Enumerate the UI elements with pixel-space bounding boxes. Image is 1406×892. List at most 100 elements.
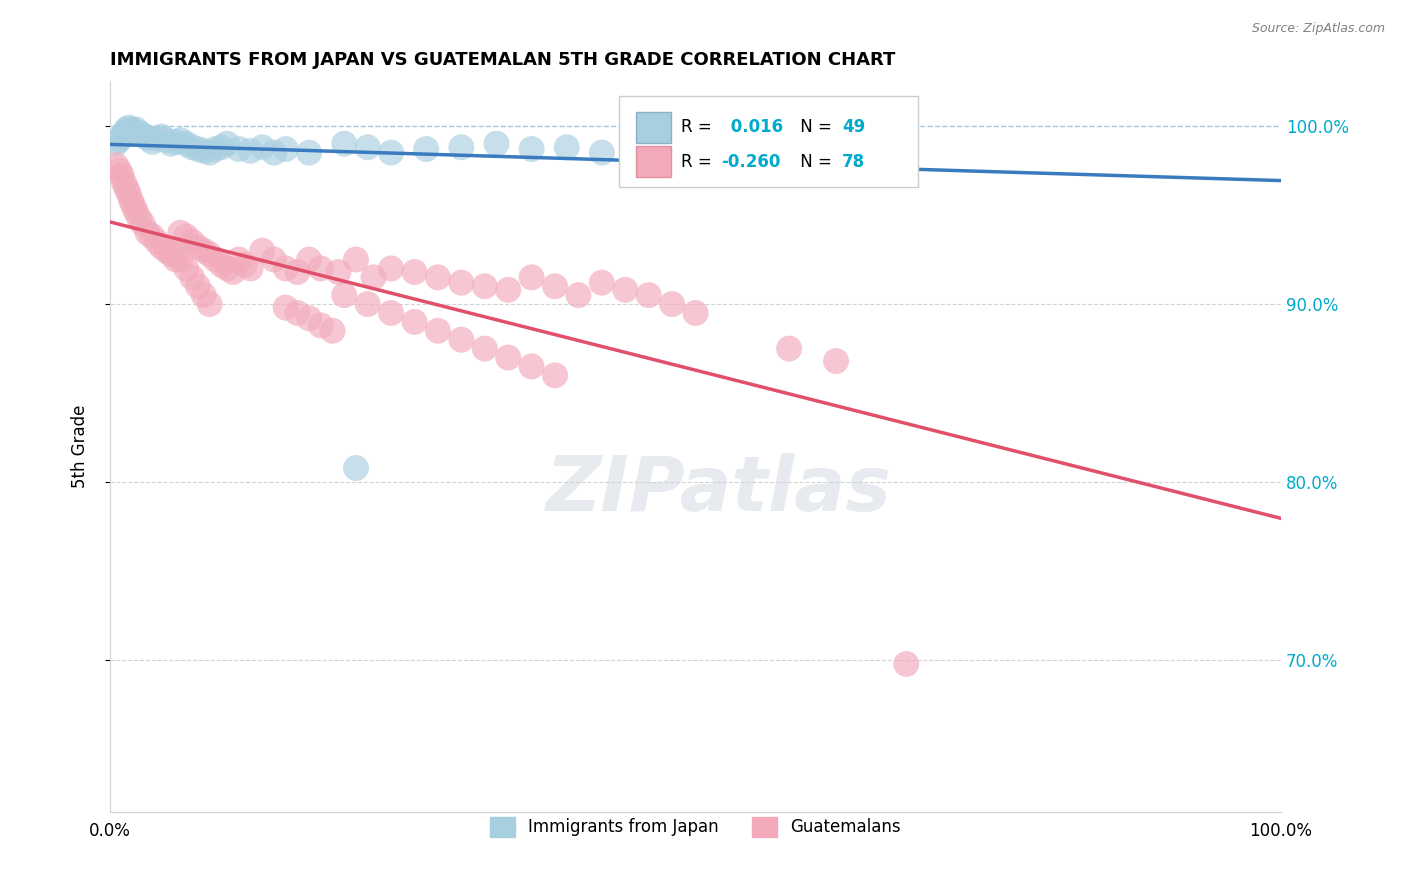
Point <box>141 135 163 149</box>
Point <box>120 194 142 208</box>
Point <box>181 270 204 285</box>
Point <box>136 226 159 240</box>
Point <box>380 145 402 160</box>
Point <box>328 265 350 279</box>
Point <box>685 306 707 320</box>
Text: N =: N = <box>794 119 837 136</box>
Point <box>128 126 150 140</box>
Point <box>155 133 177 147</box>
Point <box>146 131 169 145</box>
Point <box>520 359 543 374</box>
Point <box>298 311 321 326</box>
Text: IMMIGRANTS FROM JAPAN VS GUATEMALAN 5TH GRADE CORRELATION CHART: IMMIGRANTS FROM JAPAN VS GUATEMALAN 5TH … <box>110 51 896 69</box>
Point <box>544 279 567 293</box>
Point <box>181 235 204 249</box>
Point <box>181 140 204 154</box>
Point <box>122 124 145 138</box>
Point <box>193 288 215 302</box>
Point <box>274 261 297 276</box>
Point <box>567 288 589 302</box>
Point <box>474 279 496 293</box>
Point <box>356 297 378 311</box>
Point <box>274 142 297 156</box>
Point <box>520 270 543 285</box>
Point <box>228 252 250 267</box>
Point <box>108 133 131 147</box>
Point <box>263 252 285 267</box>
Point <box>187 142 209 156</box>
Text: R =: R = <box>682 119 717 136</box>
Point <box>333 288 356 302</box>
Point <box>125 122 148 136</box>
Point <box>450 276 472 290</box>
Text: 0.016: 0.016 <box>724 119 783 136</box>
Point <box>474 342 496 356</box>
Point <box>380 261 402 276</box>
Point <box>298 252 321 267</box>
Point <box>193 144 215 158</box>
Point <box>198 297 221 311</box>
Point <box>125 204 148 219</box>
Point <box>591 145 613 160</box>
Point <box>118 120 141 135</box>
Point <box>766 145 789 160</box>
FancyBboxPatch shape <box>636 112 671 143</box>
Point <box>160 136 183 151</box>
Point <box>209 258 232 272</box>
Point <box>333 136 356 151</box>
Point <box>198 247 221 261</box>
Point <box>720 140 742 154</box>
Point <box>174 229 197 244</box>
Point <box>426 324 449 338</box>
Point <box>169 133 191 147</box>
Point <box>134 129 156 144</box>
Point <box>204 142 226 156</box>
Point <box>591 276 613 290</box>
Point <box>146 235 169 249</box>
Point <box>555 140 578 154</box>
Point <box>614 283 637 297</box>
Point <box>150 240 173 254</box>
Text: Source: ZipAtlas.com: Source: ZipAtlas.com <box>1251 22 1385 36</box>
Point <box>112 176 135 190</box>
Point <box>108 163 131 178</box>
Point <box>111 169 134 183</box>
Point <box>187 240 209 254</box>
Point <box>104 158 127 172</box>
Point <box>252 244 274 258</box>
Point <box>825 142 848 156</box>
Point <box>322 324 344 338</box>
Point <box>122 199 145 213</box>
Point <box>778 342 800 356</box>
Point <box>217 136 239 151</box>
Point <box>187 279 209 293</box>
Point <box>274 301 297 315</box>
Point <box>111 129 134 144</box>
Point <box>222 265 245 279</box>
Point <box>239 261 262 276</box>
Point <box>198 145 221 160</box>
Point <box>204 252 226 267</box>
Point <box>544 368 567 383</box>
Point <box>217 261 239 276</box>
Point <box>450 140 472 154</box>
FancyBboxPatch shape <box>620 96 918 187</box>
Point <box>485 136 508 151</box>
Point <box>426 270 449 285</box>
Point <box>155 244 177 258</box>
Point <box>104 136 127 151</box>
Point <box>165 252 187 267</box>
Point <box>287 306 309 320</box>
Point <box>520 142 543 156</box>
Point <box>309 318 332 333</box>
Point <box>356 140 378 154</box>
Point <box>404 315 426 329</box>
Text: 49: 49 <box>842 119 865 136</box>
Point <box>404 265 426 279</box>
Point <box>896 657 918 671</box>
Point <box>252 140 274 154</box>
Point <box>298 145 321 160</box>
Point <box>496 351 519 365</box>
Point <box>363 270 385 285</box>
Point <box>309 261 332 276</box>
